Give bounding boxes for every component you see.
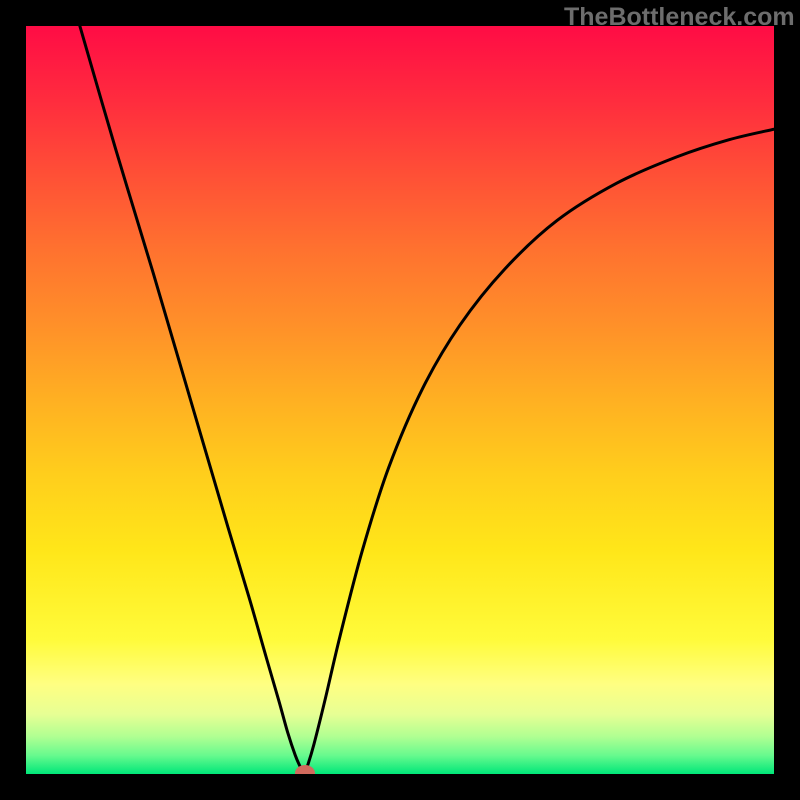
chart-container: TheBottleneck.com	[0, 0, 800, 800]
watermark-text: TheBottleneck.com	[564, 3, 795, 32]
plot-area	[26, 26, 774, 774]
background-gradient	[26, 26, 774, 774]
chart-svg	[26, 26, 774, 774]
